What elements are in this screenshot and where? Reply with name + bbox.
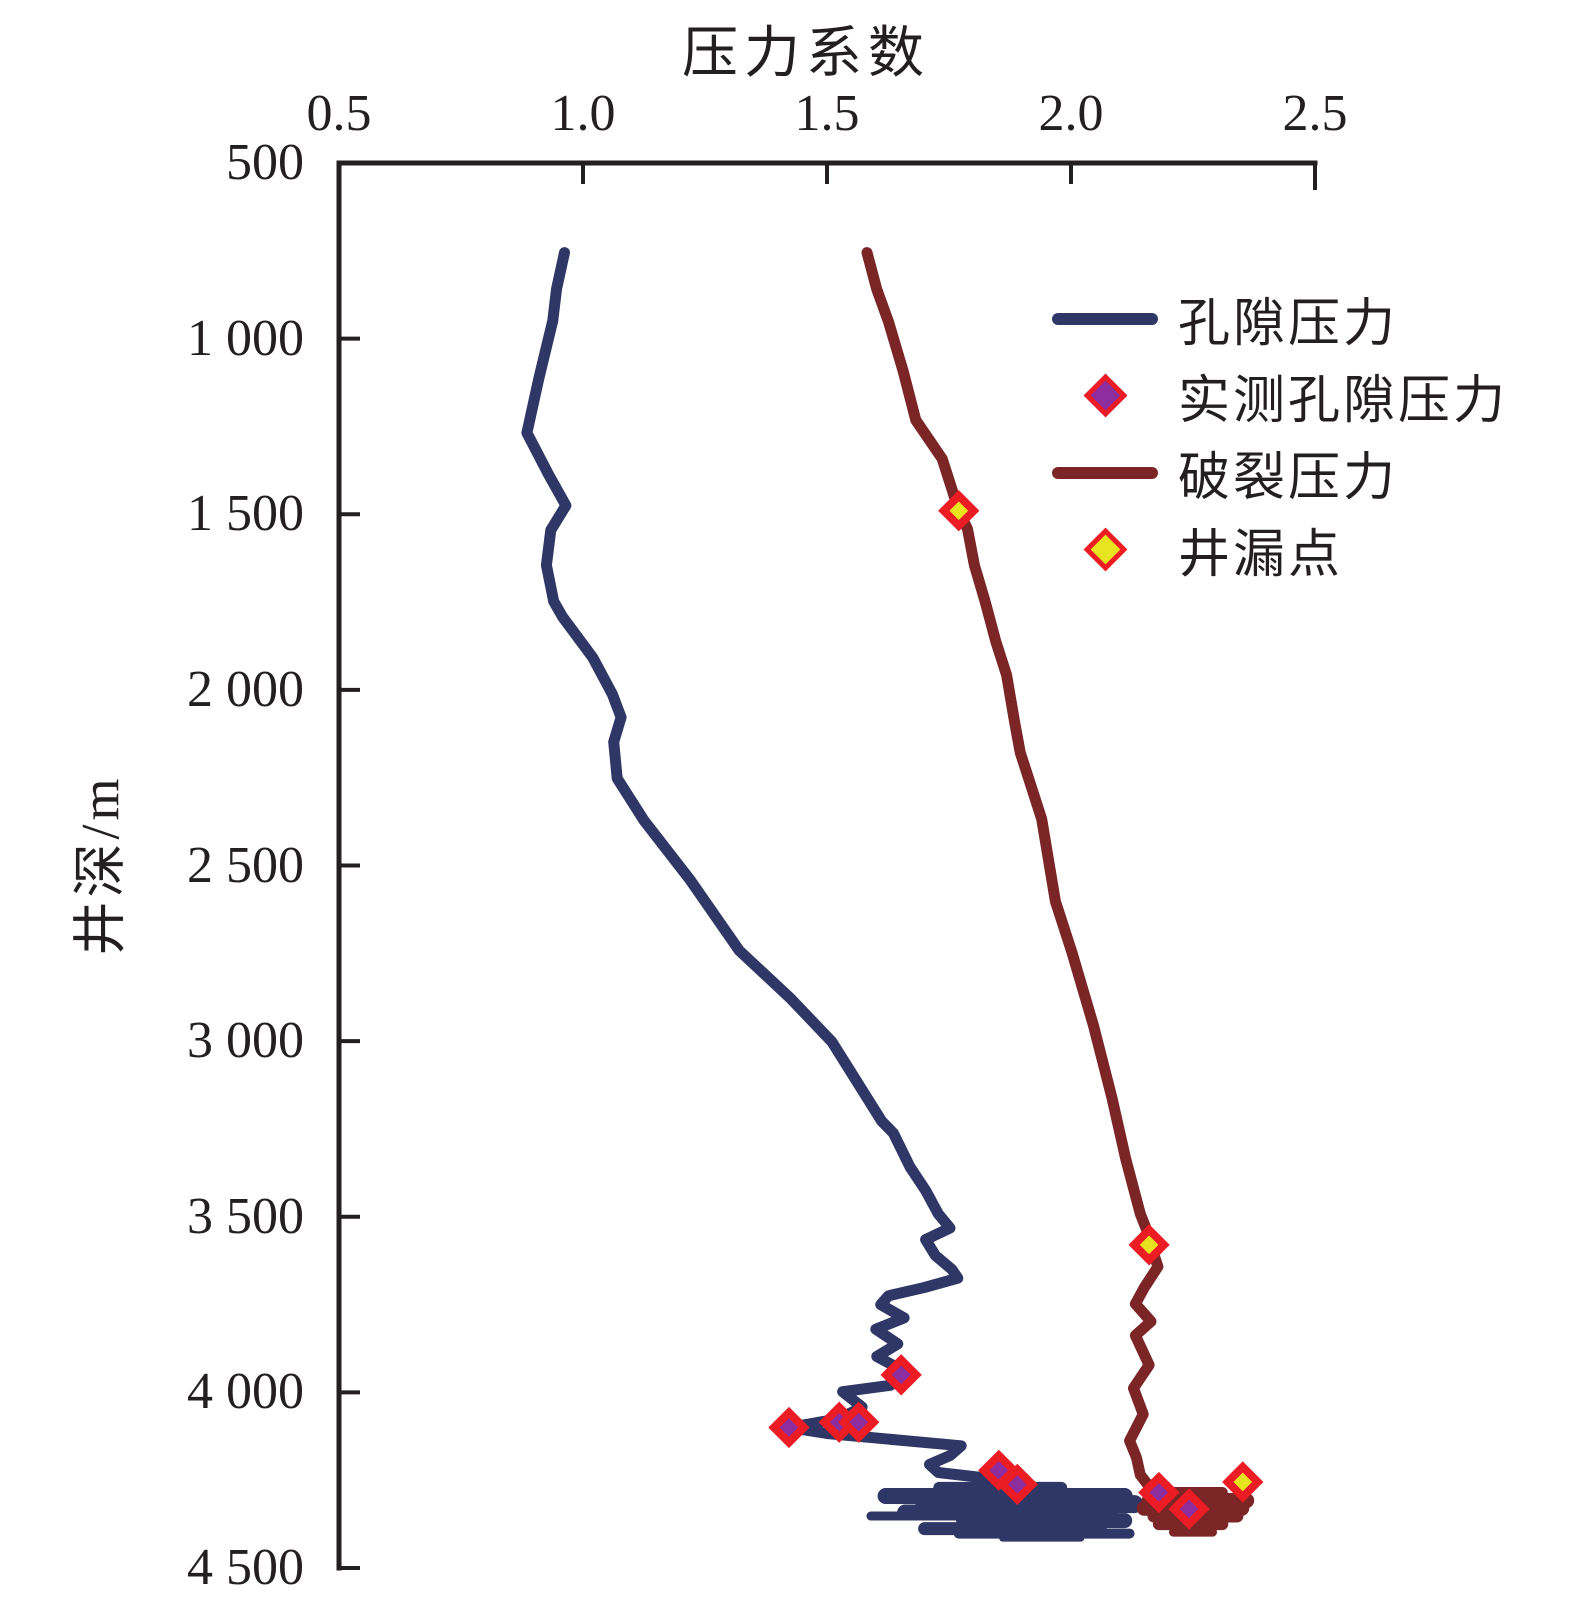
chart-title: 压力系数 (682, 23, 930, 85)
marker-diamond-实测孔隙压力 (838, 1401, 880, 1443)
legend-label: 破裂压力 (1178, 450, 1399, 507)
x-tick-label: 1.0 (550, 85, 616, 142)
marker-diamond-实测孔隙压力 (1138, 1471, 1180, 1514)
marker-diamond-井漏点 (938, 490, 980, 532)
legend-item-measured-pore-pressure: 实测孔隙压力 (1046, 357, 1508, 434)
marker-diamond-井漏点 (1128, 1224, 1170, 1266)
x-tick-label: 2.5 (1282, 85, 1348, 142)
legend-label: 孔隙压力 (1178, 296, 1399, 353)
y-tick-label: 3 500 (187, 1187, 304, 1245)
marker-diamond-实测孔隙压力 (768, 1406, 810, 1449)
x-tick-label: 0.5 (306, 85, 372, 142)
y-tick-label: 4 500 (187, 1539, 304, 1596)
legend-label: 实测孔隙压力 (1178, 373, 1509, 430)
marker-diamond-井漏点 (1222, 1461, 1264, 1503)
marker-diamond-实测孔隙压力 (1168, 1488, 1210, 1530)
x-tick-label: 2.0 (1038, 85, 1104, 142)
y-tick-label: 1 500 (187, 485, 304, 543)
series-line-破裂压力 (861, 247, 1164, 1497)
y-tick-label: 1 000 (187, 309, 304, 367)
legend: 孔隙压力 实测孔隙压力 破裂压力 井漏点 (1046, 280, 1508, 588)
y-tick-label: 4 000 (187, 1363, 304, 1421)
pore-pressure-line-swatch (1046, 312, 1164, 325)
fracture-pressure-line-swatch (1046, 466, 1164, 479)
y-tick-label: 2 000 (187, 660, 304, 718)
leak-point-diamond-icon (1046, 527, 1164, 572)
legend-label: 井漏点 (1178, 527, 1344, 584)
series-line-孔隙压力 (521, 247, 1048, 1496)
y-tick-label: 3 000 (187, 1012, 304, 1070)
y-tick-label: 2 500 (187, 836, 304, 894)
legend-item-pore-pressure: 孔隙压力 (1046, 280, 1508, 357)
legend-item-fracture-pressure: 破裂压力 (1046, 434, 1508, 511)
y-tick-label: 500 (226, 134, 304, 191)
measured-pore-pressure-diamond-icon (1046, 373, 1164, 418)
x-tick-label: 1.5 (794, 85, 860, 142)
marker-diamond-实测孔隙压力 (880, 1354, 922, 1396)
marker-diamond-实测孔隙压力 (996, 1463, 1038, 1506)
legend-item-leak-point: 井漏点 (1046, 511, 1508, 588)
